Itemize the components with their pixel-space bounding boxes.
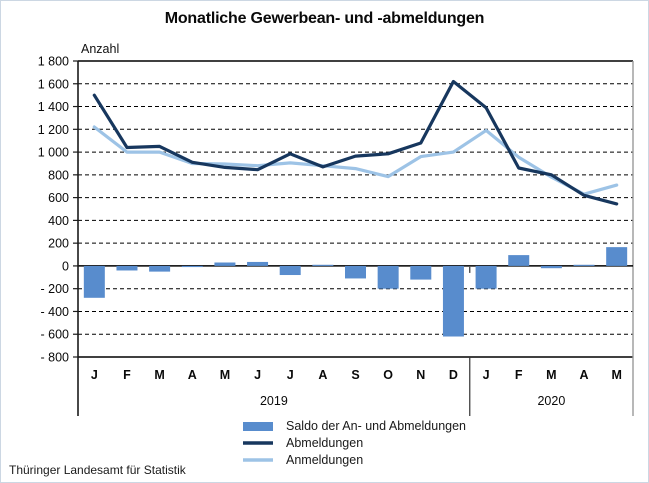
y-tick-label: 0 [62,259,69,273]
saldo-bar [83,265,105,298]
abmeldungen-line [92,79,619,206]
x-month-label: J [287,368,294,382]
x-month-label: J [91,368,98,382]
saldo-bar [573,264,595,266]
x-month-label: O [383,368,393,382]
x-month-label: N [416,368,425,382]
x-month-label: M [611,368,621,382]
x-year-label: 2019 [260,394,288,408]
source-attribution: Thüringer Landesamt für Statistik [9,463,186,477]
saldo-bar [116,265,138,271]
legend-item-anmeldungen: Anmeldungen [243,452,466,468]
saldo-bar-swatch-icon [243,422,273,431]
x-month-label: J [483,368,490,382]
saldo-bar [214,262,236,266]
x-month-label: F [123,368,131,382]
legend-label-saldo: Saldo der An- und Abmeldungen [286,419,466,433]
y-tick-label: 800 [48,168,69,182]
saldo-bar [181,265,203,268]
x-month-label: S [351,368,359,382]
saldo-bar [442,265,464,337]
saldo-bar [247,261,269,266]
y-tick-label: 200 [48,237,69,251]
x-month-label: M [154,368,164,382]
y-tick-label: 1 600 [38,77,69,91]
saldo-bar [410,265,432,280]
saldo-bar [312,264,334,266]
y-tick-label: - 800 [41,351,70,365]
y-tick-label: 1 800 [38,55,69,69]
x-month-label: A [188,368,197,382]
y-tick-label: 1 400 [38,100,69,114]
saldo-bar [508,255,530,266]
saldo-bar [606,247,628,266]
saldo-bar [540,265,562,269]
x-month-label: M [220,368,230,382]
legend-label-abmeldungen: Abmeldungen [286,436,364,450]
y-axis-unit-label: Anzahl [81,42,120,56]
y-tick-label: 400 [48,214,69,228]
x-month-label: D [449,368,458,382]
y-tick-label: 1 000 [38,146,69,160]
legend-item-saldo: Saldo der An- und Abmeldungen [243,418,466,434]
legend-item-abmeldungen: Abmeldungen [243,435,466,451]
y-tick-label: - 600 [41,328,70,342]
x-month-label: M [546,368,556,382]
y-tick-label: - 200 [41,282,70,296]
x-year-label: 2020 [537,394,565,408]
y-tick-label: - 400 [41,305,70,319]
y-tick-label: 1 200 [38,123,69,137]
saldo-bar [149,265,171,272]
x-month-label: F [515,368,523,382]
x-month-label: A [580,368,589,382]
chart-title: Monatliche Gewerbean- und -abmeldungen [164,10,485,27]
chart-canvas: 1 800 1 600 1 400 1 200 1 000 800 600 400 200 0 - … [38,55,634,416]
saldo-bar [475,265,497,289]
saldo-bar [279,265,301,276]
anmeldungen-line [92,125,619,196]
anmeldungen-line-swatch-icon [243,458,273,462]
y-tick-label: 600 [48,191,69,205]
legend-label-anmeldungen: Anmeldungen [286,453,364,467]
saldo-bar [345,265,366,279]
x-month-label: J [254,368,261,382]
x-month-label: A [318,368,327,382]
saldo-bar [377,265,399,289]
abmeldungen-line-swatch-icon [243,441,273,445]
chart-legend: Saldo der An- und Abmeldungen Abmeldunge… [243,418,466,468]
